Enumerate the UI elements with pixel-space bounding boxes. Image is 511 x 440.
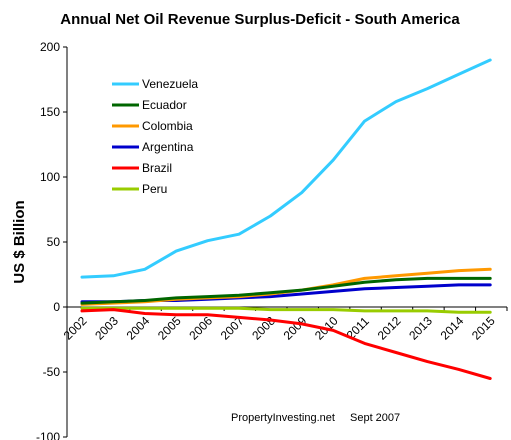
footer-source: PropertyInvesting.net xyxy=(231,412,335,424)
x-tick-label: 2015 xyxy=(469,314,498,343)
legend-label-venezuela: Venezuela xyxy=(142,77,198,91)
series-line-venezuela xyxy=(80,58,492,279)
y-axis-label: US $ Billion xyxy=(11,200,28,283)
x-tick-label: 2004 xyxy=(124,314,153,343)
legend-label-brazil: Brazil xyxy=(142,161,172,175)
footer-date: Sept 2007 xyxy=(350,412,400,424)
y-tick-label: 150 xyxy=(40,105,60,119)
x-tick-label: 2006 xyxy=(186,314,215,343)
series-line-peru xyxy=(80,306,492,314)
x-tick-label: 2013 xyxy=(406,314,435,343)
y-tick-label: 200 xyxy=(40,40,60,54)
y-tick-label: -50 xyxy=(43,365,61,379)
y-tick-label: 100 xyxy=(40,170,60,184)
legend-label-argentina: Argentina xyxy=(142,140,194,154)
x-tick-label: 2012 xyxy=(375,314,404,343)
y-tick-label: -100 xyxy=(36,430,60,440)
legend-label-peru: Peru xyxy=(142,182,167,196)
legend-label-colombia: Colombia xyxy=(142,119,193,133)
x-tick-label: 2014 xyxy=(438,314,467,343)
x-tick-label: 2009 xyxy=(281,314,310,343)
series-line-brazil xyxy=(80,308,492,380)
y-tick-label: 50 xyxy=(47,235,61,249)
y-tick-label: 0 xyxy=(53,300,60,314)
series-line-ecuador xyxy=(80,276,492,305)
chart-title: Annual Net Oil Revenue Surplus-Deficit -… xyxy=(60,11,460,28)
plot-area: -100 -50 0 50 100 150 200 2002 2003 2004 2005 2006 2… xyxy=(36,40,508,440)
legend-label-ecuador: Ecuador xyxy=(142,98,187,112)
x-tick-label: 2005 xyxy=(155,314,184,343)
x-tick-label: 2002 xyxy=(61,314,90,343)
x-tick-label: 2003 xyxy=(92,314,121,343)
